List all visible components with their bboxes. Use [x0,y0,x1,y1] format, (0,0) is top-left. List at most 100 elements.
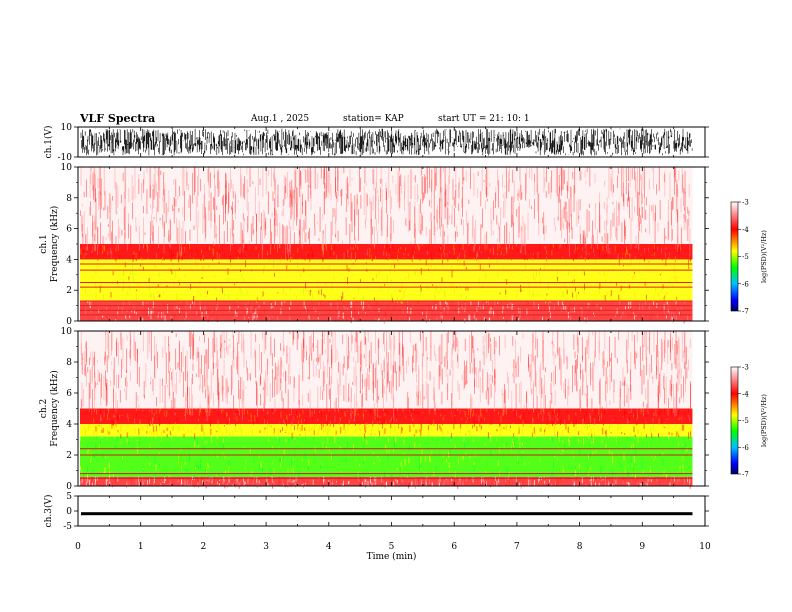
spectrogram-cell [359,447,361,449]
spectrogram-cell [129,331,131,360]
spectrogram-cell [591,367,593,381]
spectrogram-cell [180,455,182,462]
spectrogram-cell [211,476,213,484]
spectrogram-cell [242,480,243,485]
spectrogram-cell [630,408,632,413]
spectrogram-cell [272,244,274,248]
spectrogram-cell [441,314,443,320]
spectrogram-cell [372,169,374,185]
spectrogram-cell [492,314,494,319]
spectrogram-cell [199,304,201,312]
spectrogram-cell [565,259,567,267]
spectrogram-cell [223,331,225,351]
spectrogram-cell [573,482,575,486]
spectrogram-cell [298,374,300,406]
spectrogram-cell [317,418,318,422]
spectrogram-cell [567,297,569,299]
spectrogram-cell [129,285,131,292]
spectrogram-cell [354,337,356,353]
spectrogram-cell [238,250,239,253]
spectrogram-cell [347,355,348,370]
spectrogram-cell [260,476,262,483]
spectrogram-cell [452,247,454,254]
spectrogram-cell [204,184,205,201]
spectrogram-cell [409,481,410,487]
spectrogram-cell [630,384,632,400]
spectrogram-cell [171,271,173,275]
spectrogram-cell [678,336,679,348]
spectrogram-cell [543,212,545,235]
spectrogram-cell [677,434,679,438]
spectrogram-cell [615,417,616,419]
spectrogram-cell [365,181,367,186]
spectrogram-cell [438,308,440,310]
spectrogram-cell [568,428,570,434]
spectrogram-cell [626,246,628,252]
spectrogram-cell [380,167,382,183]
spectrogram-cell [599,381,601,404]
spectrogram-cell [664,264,666,266]
spectrogram-cell [288,252,290,254]
spectrogram-cell [540,278,542,285]
spectrogram-cell [426,310,428,317]
spectrogram-cell [198,167,199,197]
spectrogram-cell [446,184,448,205]
spectrogram-cell [190,255,191,257]
spectrogram-cell [338,477,340,484]
spectrogram-cell [236,416,238,422]
spectrogram-cell [209,408,211,413]
spectrogram-cell [360,177,362,192]
spectrogram-cell [448,276,449,280]
spectrogram-cell [323,409,324,416]
spectrogram-cell [452,415,453,417]
spectrogram-cell [404,452,405,456]
spectrogram-cell [494,278,496,286]
spectrogram-cell [218,412,220,416]
spectrogram-cell [158,463,160,466]
start-time-label: start UT = 21: 10: 1 [438,114,530,124]
spectrogram-cell [379,420,381,425]
spectrogram-cell [409,311,411,315]
spectrogram-cell [283,454,285,459]
spectrogram-cell [398,183,400,211]
spectrogram-cell [644,428,646,436]
spectrogram-cell [293,480,295,482]
spectrogram-cell [237,256,239,259]
spectrogram-cell [574,469,576,477]
spectrogram-cell [612,477,614,485]
spectrogram-cell [671,197,673,211]
spectrogram-cell [464,319,466,322]
spectrogram-cell [363,185,365,215]
spectrogram-cell [109,430,111,436]
spectrogram-cell [667,341,669,365]
spectrogram-cell [595,476,596,483]
spectrogram-cell [616,256,618,258]
spectrogram-cell [146,189,148,214]
spectrogram-cell [499,292,501,295]
spectrogram-cell [663,375,665,390]
spectrogram-cell [546,305,547,308]
spectrogram-cell [242,333,244,354]
spectrogram-cell [180,353,182,359]
spectrogram-cell [642,206,643,218]
spectrogram-cell [284,186,286,200]
spectrogram-cell [506,425,508,431]
spectrogram-cell [342,410,344,416]
spectrogram-cell [194,425,196,431]
spectrogram-cell [490,338,491,343]
spectrogram-cell [278,429,280,437]
spectrogram-cell [332,483,334,487]
spectrogram-cell [614,207,615,227]
spectrogram-cell [217,481,218,485]
spectrogram-cell [131,434,133,438]
spectrogram-cell [342,483,344,488]
spectrogram-cell [443,259,445,266]
spectrogram-cell [664,170,666,197]
spectrogram-cell [159,425,160,431]
spectrogram-cell [127,482,129,487]
spectrogram-cell [619,388,621,392]
spectrogram-cell [314,167,316,190]
spectrogram-cell [546,480,548,482]
spectrogram-cell [503,409,505,414]
spectrogram-cell [320,301,322,305]
